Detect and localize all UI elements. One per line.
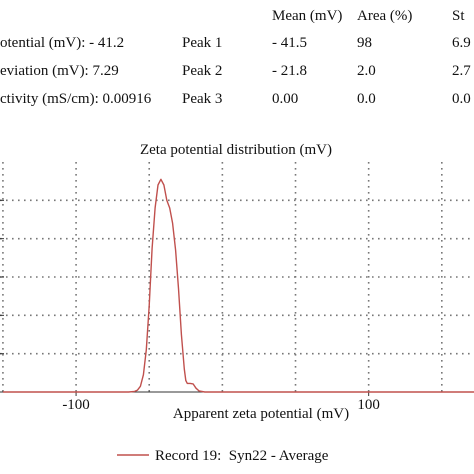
peak-2-name: Peak 2 bbox=[182, 63, 223, 79]
peak-1-name: Peak 1 bbox=[182, 35, 223, 51]
grid-lines bbox=[0, 162, 474, 392]
x-tick-label: 100 bbox=[357, 397, 380, 413]
peak-3-mean: 0.00 bbox=[272, 91, 299, 107]
zeta-deviation-label: eviation (mV): 7.29 bbox=[0, 63, 119, 79]
legend-label: Record 19: Syn22 - Average bbox=[155, 448, 329, 464]
peak-1-stdev: 6.9 bbox=[452, 35, 471, 51]
peak-2-stdev: 2.7 bbox=[452, 63, 471, 79]
series-line bbox=[2, 178, 474, 393]
x-axis-label: Apparent zeta potential (mV) bbox=[173, 406, 349, 422]
col-header-area: Area (%) bbox=[357, 8, 413, 24]
zeta-potential-label: otential (mV): - 41.2 bbox=[0, 35, 125, 51]
y-ticks bbox=[0, 199, 4, 355]
peak-1-mean: - 41.5 bbox=[272, 35, 307, 51]
peak-2-area: 2.0 bbox=[357, 63, 376, 79]
peak-1-area: 98 bbox=[357, 35, 372, 51]
series-lines bbox=[2, 178, 474, 393]
peak-3-name: Peak 3 bbox=[182, 91, 223, 107]
x-tick-label: -100 bbox=[62, 397, 90, 413]
conductivity-label: ctivity (mS/cm): 0.00916 bbox=[0, 91, 152, 107]
col-header-mean: Mean (mV) bbox=[272, 8, 343, 24]
peak-3-stdev: 0.0 bbox=[452, 91, 471, 107]
legend: Record 19: Syn22 - Average bbox=[117, 448, 329, 464]
peak-2-mean: - 21.8 bbox=[272, 63, 307, 79]
peak-3-area: 0.0 bbox=[357, 91, 376, 107]
col-header-stdev: St bbox=[452, 8, 465, 24]
chart-title: Zeta potential distribution (mV) bbox=[140, 142, 332, 158]
